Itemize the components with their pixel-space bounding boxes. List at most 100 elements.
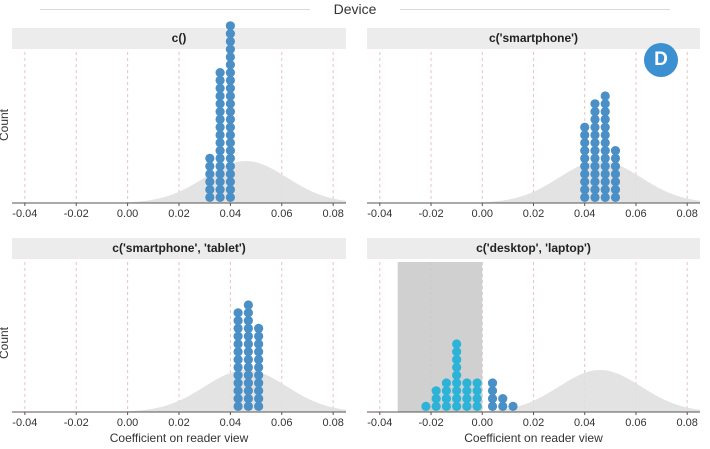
dot-1-2-5 [225, 153, 235, 163]
dot-4-2-0 [441, 401, 452, 411]
dot-3-0-0 [233, 401, 243, 411]
dot-1-0-1 [205, 185, 215, 195]
dot-2-0-1 [580, 185, 590, 195]
dot-2-0-6 [580, 146, 590, 156]
dot-3-1-4 [243, 370, 253, 380]
dot-3-0-12 [233, 308, 243, 318]
x-tick-label-2-0: -0.04 [367, 208, 392, 220]
dot-4-3-4 [452, 370, 462, 380]
dot-4-7-0 [498, 401, 508, 411]
dot-2-0-2 [580, 177, 590, 187]
dot-3-0-1 [233, 394, 243, 404]
dot-1-0-4 [205, 161, 215, 171]
dot-3-1-0 [243, 401, 253, 411]
dot-2-0-5 [580, 153, 590, 163]
x-tick-label-2-6: 0.08 [676, 208, 697, 220]
dot-1-1-15 [215, 75, 225, 85]
dot-3-2-10 [254, 323, 264, 333]
facet-strip-1: c() [12, 28, 346, 49]
dot-2-1-6 [590, 146, 600, 156]
x-tick-label-3-1: -0.02 [64, 417, 89, 429]
dot-1-2-6 [225, 146, 235, 156]
dot-3-0-7 [233, 347, 243, 357]
dot-1-0-2 [205, 177, 215, 187]
dot-2-2-13 [600, 91, 610, 101]
dot-1-2-16 [225, 68, 235, 78]
dot-4-4-2 [462, 386, 472, 396]
title-rule-right [400, 9, 670, 10]
dot-3-0-2 [233, 386, 243, 396]
figure-title: Device [333, 1, 377, 17]
dot-3-1-13 [243, 300, 253, 310]
dot-4-3-3 [452, 378, 462, 388]
dot-3-1-12 [243, 308, 253, 318]
x-tick-label-4-0: -0.04 [367, 417, 392, 429]
dot-3-1-1 [243, 394, 253, 404]
dot-4-0-0 [421, 401, 431, 411]
dot-3-2-2 [254, 386, 264, 396]
dot-1-2-9 [225, 122, 235, 132]
x-tick-label-1-2: 0.00 [117, 208, 138, 220]
x-tick-label-1-1: -0.02 [64, 208, 89, 220]
dot-4-5-1 [472, 394, 482, 404]
density-area-4 [367, 370, 700, 412]
dot-2-3-5 [610, 153, 621, 163]
dot-1-2-8 [225, 130, 235, 140]
dot-1-2-19 [225, 44, 235, 54]
dot-3-0-3 [233, 378, 243, 388]
dot-1-2-12 [225, 99, 235, 109]
x-tick-label-3-3: 0.02 [168, 417, 189, 429]
dot-1-2-18 [225, 52, 235, 62]
dot-2-2-4 [600, 161, 610, 171]
dot-4-6-0 [487, 401, 498, 411]
dot-2-3-0 [610, 192, 621, 202]
dot-4-6-2 [487, 386, 498, 396]
x-tick-label-4-3: 0.02 [523, 417, 544, 429]
dot-3-1-11 [243, 316, 253, 326]
dot-2-3-3 [610, 169, 621, 179]
x-tick-label-1-3: 0.02 [168, 208, 189, 220]
dot-1-1-5 [215, 153, 225, 163]
dot-3-1-2 [243, 386, 253, 396]
dot-2-1-1 [590, 185, 600, 195]
dot-1-1-11 [215, 107, 225, 117]
dot-2-0-9 [580, 122, 590, 132]
dot-4-2-3 [441, 378, 452, 388]
title-rule-left [40, 9, 310, 10]
x-tick-label-4-4: 0.04 [574, 417, 595, 429]
dot-1-2-4 [225, 161, 235, 171]
dot-1-1-9 [215, 122, 225, 132]
dot-2-1-7 [590, 138, 600, 148]
dot-3-2-5 [254, 362, 264, 372]
dot-3-2-8 [254, 339, 264, 349]
dot-1-0-3 [205, 169, 215, 179]
dot-2-1-0 [590, 192, 600, 202]
dot-2-1-11 [590, 107, 600, 117]
dot-3-2-7 [254, 347, 264, 357]
dot-2-1-4 [590, 161, 600, 171]
x-tick-label-3-6: 0.08 [322, 417, 343, 429]
dot-3-2-4 [254, 370, 264, 380]
dot-1-1-7 [215, 138, 225, 148]
dot-4-3-6 [452, 355, 462, 365]
dot-3-0-6 [233, 355, 243, 365]
dot-2-2-12 [600, 99, 610, 109]
dot-1-0-0 [205, 192, 215, 202]
dot-4-8-0 [508, 401, 518, 411]
dot-4-2-1 [441, 394, 452, 404]
dot-1-2-1 [225, 185, 235, 195]
dot-3-0-10 [233, 323, 243, 333]
dot-1-2-22 [225, 21, 235, 31]
dot-3-0-4 [233, 370, 243, 380]
dot-4-7-1 [498, 394, 508, 404]
x-tick-label-3-4: 0.04 [220, 417, 241, 429]
dot-1-2-13 [225, 91, 235, 101]
dot-2-2-1 [600, 185, 610, 195]
dot-4-4-0 [462, 401, 472, 411]
dot-1-1-6 [215, 146, 225, 156]
dot-4-5-2 [472, 386, 482, 396]
dot-2-0-8 [580, 130, 590, 140]
dot-2-1-12 [590, 99, 600, 109]
dot-2-2-10 [600, 114, 610, 124]
dot-1-2-7 [225, 138, 235, 148]
